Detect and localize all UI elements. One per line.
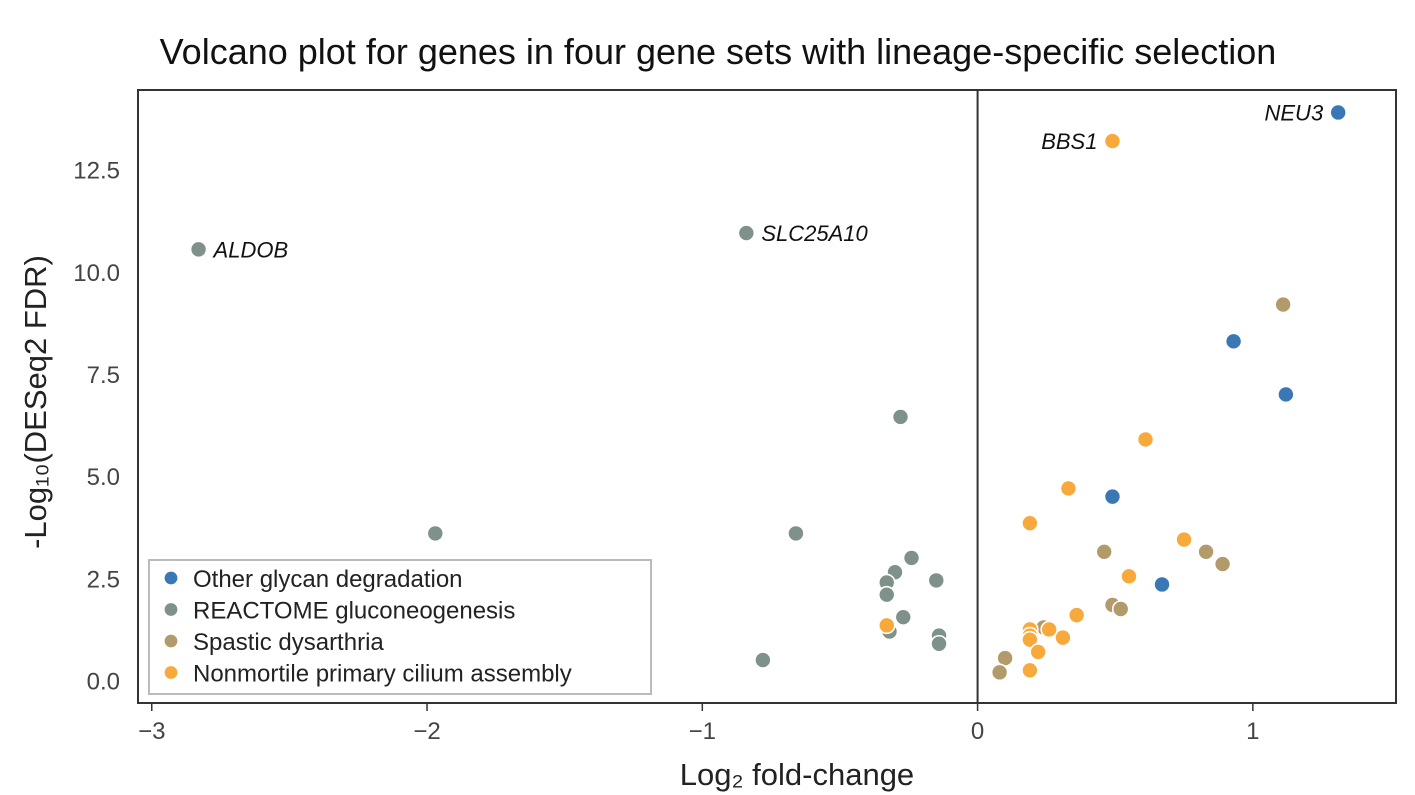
chart-title: Volcano plot for genes in four gene sets… [160,31,1277,72]
legend-label: REACTOME gluconeogenesis [193,598,515,625]
data-point [1021,514,1039,532]
data-point [1329,103,1347,122]
data-point [1103,487,1122,506]
legend-label: Spastic dysarthria [193,629,384,656]
y-tick-label: 5.0 [87,464,120,491]
data-point [930,634,948,653]
data-point [1274,295,1292,314]
y-axis-label: -Log₁₀(DESeq2 FDR) [18,255,53,549]
data-point [1277,385,1295,404]
y-tick-label: 10.0 [73,260,120,287]
data-point [1136,430,1155,449]
data-point [1224,332,1243,351]
x-tick-label: 0 [971,718,984,745]
data-point [1175,530,1193,549]
data-point [1213,555,1232,573]
data-point [426,524,445,543]
data-point [1095,542,1114,561]
data-point [1067,606,1086,624]
legend-label: Nonmortile primary cilium assembly [193,661,572,688]
data-point [1021,661,1039,680]
legend-marker [163,601,179,618]
data-point [990,663,1009,682]
data-point [787,524,805,543]
y-tick-label: 12.5 [73,158,120,185]
gene-annotation: BBS1 [1041,129,1097,154]
y-tick-label: 7.5 [87,362,120,389]
data-point [1120,567,1138,586]
x-tick-label: −3 [138,718,165,745]
data-point [1153,575,1171,594]
legend-label: Other glycan degradation [193,566,463,593]
data-point [894,608,913,626]
data-point [1103,132,1122,150]
data-point [877,616,896,635]
legend-box [148,559,652,695]
y-axis-ticks: 0.0 2.5 5.0 7.5 10.0 12.5 [73,158,120,696]
gene-annotation: NEU3 [1265,100,1324,125]
data-point [902,549,921,567]
data-point [1111,600,1130,618]
data-point [1054,628,1072,647]
plot-area-frame [137,89,1397,704]
legend: Other glycan degradation REACTOME glucone… [148,559,652,695]
legend-marker [163,633,179,649]
data-point [891,408,910,426]
legend-marker [163,570,179,586]
gene-annotation: SLC25A10 [761,221,868,246]
data-point [927,571,946,590]
x-tick-label: 1 [1246,718,1259,745]
point-annotations: NEU3 ALDOB SLC25A10 BBS1 [212,100,1324,262]
x-tick-label: −2 [413,718,440,745]
data-points [189,103,1347,682]
x-axis-label: Log₂ fold-change [680,757,914,792]
data-point [737,224,756,242]
y-tick-label: 0.0 [87,669,120,696]
data-point [1059,479,1078,498]
data-point [1040,620,1058,639]
data-point [189,240,208,259]
x-axis-ticks: −3 −2 −1 0 1 [138,703,1260,745]
y-tick-label: 2.5 [87,566,120,593]
data-point [754,651,772,669]
data-point [877,585,896,604]
data-point [1021,630,1039,649]
x-tick-label: −1 [689,718,716,745]
data-point [1197,542,1215,561]
legend-marker [163,664,179,681]
data-point [1029,643,1047,661]
gene-annotation: ALDOB [212,237,289,262]
